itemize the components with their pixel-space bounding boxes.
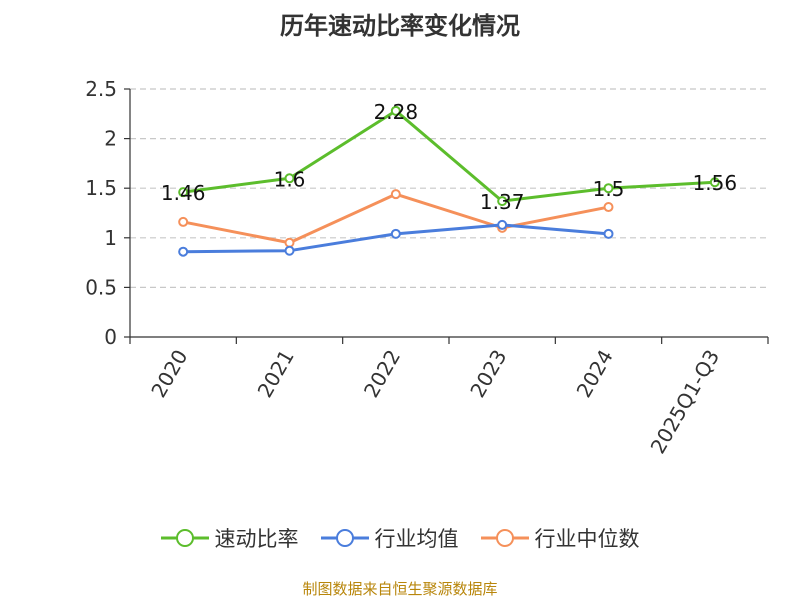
- data-point: [497, 219, 508, 230]
- data-point: [284, 245, 295, 256]
- y-tick-label: 2: [104, 127, 117, 151]
- data-point: [603, 183, 614, 194]
- x-tick-label: 2023: [465, 345, 511, 401]
- legend-swatch: [160, 529, 209, 547]
- data-point: [284, 237, 295, 248]
- data-label: 1.5: [593, 177, 625, 201]
- y-tick-label: 0: [104, 325, 117, 349]
- x-tick-label: 2024: [572, 346, 618, 402]
- data-point: [390, 105, 401, 116]
- legend-item[interactable]: 速动比率: [160, 523, 299, 553]
- data-point: [178, 246, 189, 257]
- y-tick-label: 1.5: [85, 176, 117, 200]
- legend-item[interactable]: 行业中位数: [480, 523, 640, 553]
- data-label: 1.6: [274, 167, 306, 191]
- data-point: [603, 202, 614, 213]
- legend-swatch: [480, 529, 529, 547]
- data-point: [178, 216, 189, 227]
- y-tick-label: 1: [104, 226, 117, 250]
- data-point: [390, 228, 401, 239]
- data-label: 1.46: [161, 181, 206, 205]
- data-point: [390, 189, 401, 200]
- legend-label: 行业中位数: [534, 527, 640, 551]
- x-tick-label: 2021: [253, 346, 299, 402]
- chart-title: 历年速动比率变化情况: [280, 12, 520, 40]
- x-tick-label: 2022: [359, 346, 405, 402]
- x-tick-label: 2020: [146, 346, 192, 402]
- data-point: [178, 187, 189, 198]
- legend-swatch: [320, 529, 369, 547]
- data-point: [603, 228, 614, 239]
- data-point: [497, 196, 508, 207]
- y-tick-label: 0.5: [85, 275, 117, 299]
- legend-label: 行业均值: [374, 527, 459, 551]
- data-label: 1.56: [693, 171, 738, 195]
- series-line: [182, 109, 715, 203]
- data-point: [709, 177, 720, 188]
- legend-item[interactable]: 行业均值: [320, 523, 459, 553]
- data-label: 1.37: [480, 190, 525, 214]
- data-point: [284, 173, 295, 184]
- y-tick-label: 2.5: [85, 77, 117, 101]
- chart-legend: 速动比率 行业均值 行业中位数: [0, 520, 800, 556]
- x-tick-label: 2025Q1-Q3: [645, 346, 724, 458]
- source-note: 制图数据来自恒生聚源数据库: [302, 580, 498, 598]
- legend-label: 速动比率: [214, 527, 299, 551]
- data-label: 2.28: [374, 100, 419, 124]
